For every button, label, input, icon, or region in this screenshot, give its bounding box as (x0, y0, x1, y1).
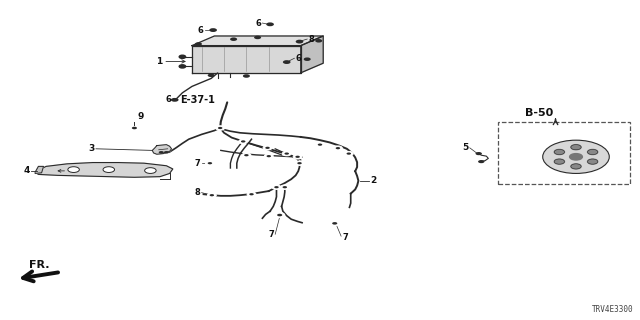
Circle shape (283, 60, 291, 64)
Circle shape (571, 145, 581, 150)
Circle shape (347, 153, 351, 155)
Circle shape (275, 186, 279, 188)
Text: 8: 8 (308, 35, 314, 44)
Circle shape (554, 149, 564, 155)
Polygon shape (35, 163, 173, 177)
Polygon shape (192, 36, 323, 46)
Polygon shape (192, 46, 301, 73)
Circle shape (218, 127, 223, 129)
Circle shape (316, 39, 323, 43)
Circle shape (295, 161, 304, 165)
Polygon shape (301, 36, 323, 73)
Circle shape (478, 160, 484, 163)
Circle shape (244, 154, 249, 156)
Circle shape (103, 167, 115, 172)
Circle shape (241, 140, 246, 143)
Circle shape (336, 147, 340, 149)
Text: 4: 4 (23, 166, 29, 175)
Text: 2: 2 (370, 176, 376, 185)
Circle shape (543, 140, 609, 173)
Circle shape (344, 151, 353, 156)
Circle shape (296, 156, 300, 158)
Circle shape (247, 192, 256, 196)
Circle shape (179, 65, 186, 68)
Circle shape (254, 36, 261, 39)
Circle shape (304, 58, 311, 61)
Circle shape (216, 126, 225, 130)
Circle shape (333, 146, 342, 150)
Circle shape (207, 193, 216, 197)
Text: 7: 7 (342, 233, 348, 242)
Text: B-50: B-50 (525, 108, 554, 118)
Circle shape (145, 168, 156, 173)
Circle shape (283, 186, 287, 188)
Circle shape (230, 37, 237, 41)
Bar (498, 122, 630, 184)
Text: TRV4E3300: TRV4E3300 (592, 305, 634, 314)
Circle shape (195, 42, 202, 46)
Circle shape (316, 142, 324, 147)
Polygon shape (152, 145, 172, 154)
Circle shape (571, 164, 581, 169)
Circle shape (330, 221, 340, 226)
Text: E-37-1: E-37-1 (180, 95, 215, 105)
Circle shape (239, 139, 248, 144)
Text: 5: 5 (462, 143, 468, 152)
Circle shape (280, 185, 289, 189)
Circle shape (171, 98, 179, 102)
Circle shape (243, 74, 250, 78)
Circle shape (179, 55, 186, 59)
Circle shape (282, 151, 291, 156)
Circle shape (68, 167, 79, 172)
Circle shape (265, 147, 270, 149)
Circle shape (267, 155, 271, 157)
Circle shape (317, 143, 323, 146)
Circle shape (264, 154, 273, 158)
Circle shape (588, 149, 598, 155)
Circle shape (272, 185, 281, 189)
Circle shape (205, 161, 214, 165)
Circle shape (285, 153, 289, 155)
Circle shape (209, 28, 217, 32)
Circle shape (242, 153, 251, 157)
Text: FR.: FR. (29, 260, 49, 270)
Circle shape (277, 214, 282, 216)
Circle shape (297, 162, 302, 164)
Circle shape (132, 127, 137, 129)
Polygon shape (35, 166, 44, 173)
Text: 6: 6 (165, 95, 171, 104)
Circle shape (159, 151, 164, 154)
Text: 1: 1 (156, 57, 162, 66)
Circle shape (249, 193, 254, 195)
Circle shape (263, 146, 272, 150)
Text: 9: 9 (138, 112, 144, 121)
Circle shape (129, 125, 140, 131)
Circle shape (164, 151, 169, 154)
Circle shape (210, 194, 214, 196)
Circle shape (554, 159, 564, 164)
Circle shape (293, 155, 302, 159)
Text: 3: 3 (88, 144, 95, 153)
Text: 6: 6 (255, 19, 261, 28)
Circle shape (207, 162, 212, 164)
Text: 8: 8 (195, 188, 200, 197)
Circle shape (476, 152, 482, 155)
Circle shape (570, 154, 582, 160)
Circle shape (207, 74, 215, 77)
Circle shape (266, 22, 274, 26)
Text: 6: 6 (296, 54, 301, 63)
Text: 7: 7 (195, 159, 200, 168)
Circle shape (332, 222, 337, 225)
Text: 6: 6 (198, 26, 204, 35)
Circle shape (588, 159, 598, 164)
Circle shape (275, 212, 285, 218)
Circle shape (296, 40, 303, 44)
Text: 7: 7 (268, 230, 274, 239)
